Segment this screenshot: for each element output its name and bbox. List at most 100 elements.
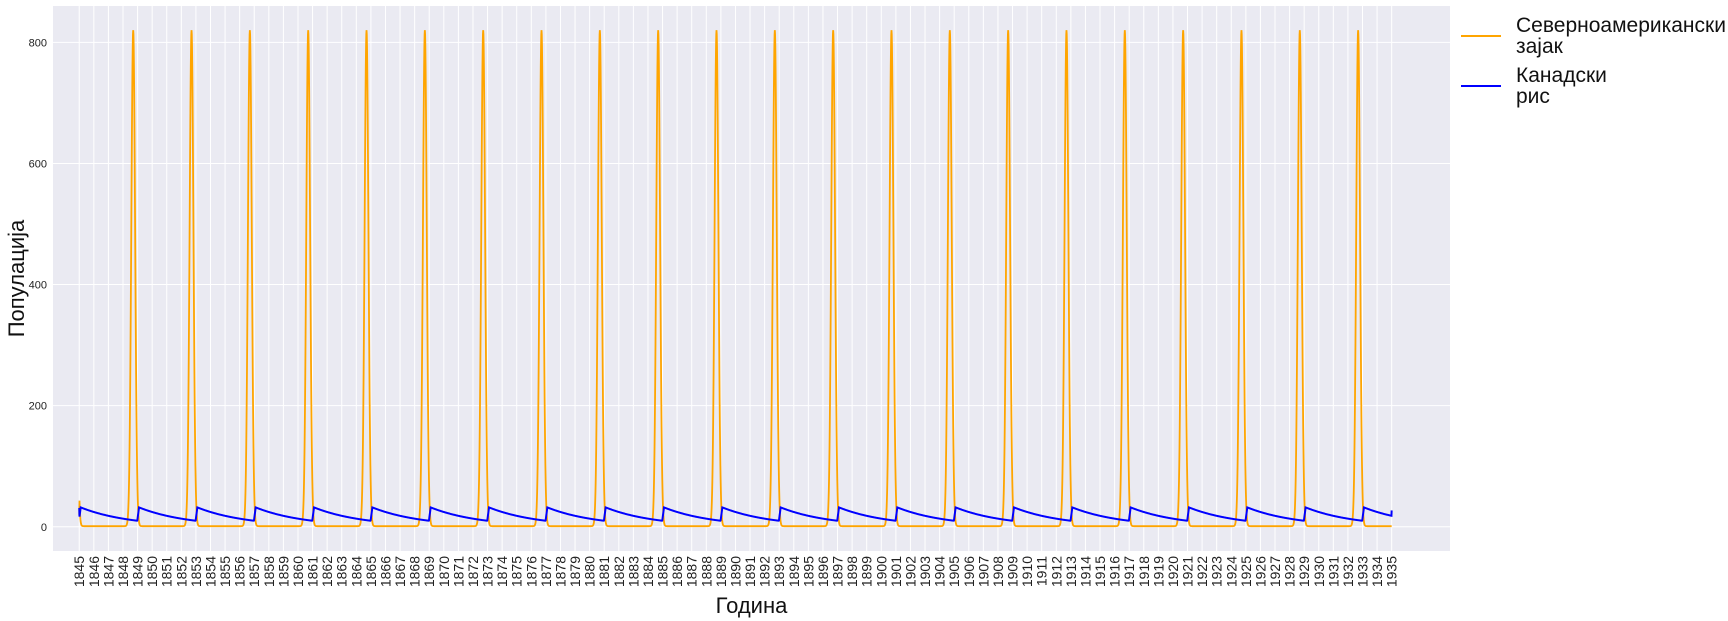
x-tick-label: 1911 [1034,556,1050,586]
x-tick-label: 1930 [1311,556,1327,587]
x-tick-label: 1887 [684,556,700,587]
legend-label: Северноамерикански зајак [1516,14,1726,58]
y-tick-label: 600 [29,158,47,170]
lynx-series-line [78,505,1393,522]
x-tick-label: 1855 [217,556,233,587]
x-tick-label: 1920 [1165,556,1181,587]
x-tick-label: 1893 [771,556,787,587]
x-tick-label: 1890 [727,556,743,587]
x-tick-label: 1932 [1340,556,1356,587]
x-axis-label: Година [716,593,788,618]
x-tick-label: 1902 [902,556,918,587]
x-tick-label: 1901 [888,556,904,587]
x-tick-label: 1869 [421,556,437,587]
hare-series-line [78,30,1392,528]
x-tick-label: 1935 [1384,556,1400,587]
x-tick-label: 1853 [188,556,204,587]
x-tick-label: 1858 [261,556,277,587]
x-tick-label: 1867 [392,556,408,587]
x-tick-label: 1924 [1223,556,1239,587]
x-tick-label: 1925 [1238,556,1254,587]
x-tick-label: 1915 [1092,556,1108,587]
x-tick-label: 1877 [538,556,554,587]
x-tick-label: 1870 [436,556,452,587]
x-tick-label: 1884 [640,556,656,587]
x-tick-label: 1922 [1194,556,1210,587]
x-tick-label: 1859 [275,556,291,587]
x-tick-label: 1875 [509,556,525,587]
x-tick-label: 1889 [713,556,729,587]
x-tick-label: 1866 [377,556,393,587]
x-gridlines [78,6,1393,551]
x-tick-label: 1894 [786,556,802,587]
x-tick-label: 1927 [1267,556,1283,587]
x-tick-label: 1850 [144,556,160,587]
x-tick-label: 1865 [363,556,379,587]
legend: Северноамерикански зајак Канадски рис [1461,14,1726,108]
x-tick-label: 1849 [130,556,146,587]
x-tick-label: 1907 [975,556,991,587]
x-tick-label: 1851 [159,556,175,587]
x-tick-label: 1926 [1252,556,1268,587]
y-tick-labels: 0 200 400 600 800 [29,37,47,533]
x-tick-label: 1879 [567,556,583,587]
x-tick-label: 1876 [523,556,539,587]
x-tick-labels: 1845184618471848184918501851185218531854… [71,556,1399,587]
x-tick-label: 1868 [407,556,423,587]
y-tick-label: 200 [29,401,47,413]
x-tick-label: 1874 [494,556,510,587]
x-tick-label: 1917 [1121,556,1137,587]
x-tick-label: 1886 [669,556,685,587]
x-tick-label: 1897 [830,556,846,587]
x-tick-label: 1934 [1369,556,1385,587]
x-tick-label: 1929 [1296,556,1312,587]
legend-item: Канадски рис [1461,64,1607,108]
x-tick-label: 1913 [1063,556,1079,587]
x-tick-label: 1860 [290,556,306,587]
x-tick-label: 1873 [480,556,496,587]
x-tick-label: 1847 [100,556,116,587]
x-tick-label: 1882 [611,556,627,587]
x-tick-label: 1862 [319,556,335,587]
y-tick-label: 0 [41,522,47,534]
x-tick-label: 1857 [246,556,262,587]
x-tick-label: 1928 [1282,556,1298,587]
x-tick-label: 1883 [625,556,641,587]
x-tick-label: 1910 [1019,556,1035,587]
x-tick-label: 1931 [1325,556,1341,587]
x-tick-label: 1909 [1005,556,1021,587]
x-tick-label: 1918 [1136,556,1152,587]
x-tick-label: 1904 [932,556,948,587]
x-tick-label: 1856 [232,556,248,587]
x-tick-label: 1871 [450,556,466,587]
x-tick-label: 1863 [334,556,350,587]
x-tick-label: 1848 [115,556,131,587]
x-tick-label: 1861 [305,556,321,587]
x-tick-label: 1885 [655,556,671,587]
x-tick-label: 1881 [596,556,612,587]
x-tick-label: 1880 [582,556,598,587]
x-tick-label: 1914 [1077,556,1093,587]
x-tick-label: 1898 [844,556,860,587]
x-tick-label: 1900 [873,556,889,587]
x-tick-label: 1864 [348,556,364,587]
x-tick-label: 1903 [917,556,933,587]
x-tick-label: 1854 [202,556,218,587]
y-tick-label: 800 [29,37,47,49]
x-tick-label: 1872 [465,556,481,587]
x-tick-label: 1846 [86,556,102,587]
x-tick-label: 1878 [552,556,568,587]
x-tick-label: 1845 [71,556,87,587]
series-layer [78,30,1393,528]
x-tick-label: 1933 [1355,556,1371,587]
x-tick-label: 1921 [1180,556,1196,587]
y-tick-label: 400 [29,280,47,292]
x-tick-label: 1916 [1107,556,1123,587]
x-tick-label: 1899 [859,556,875,587]
x-tick-label: 1892 [757,556,773,587]
x-tick-label: 1896 [815,556,831,587]
legend-label: Канадски рис [1516,64,1607,108]
x-tick-label: 1906 [961,556,977,587]
x-tick-label: 1905 [946,556,962,587]
